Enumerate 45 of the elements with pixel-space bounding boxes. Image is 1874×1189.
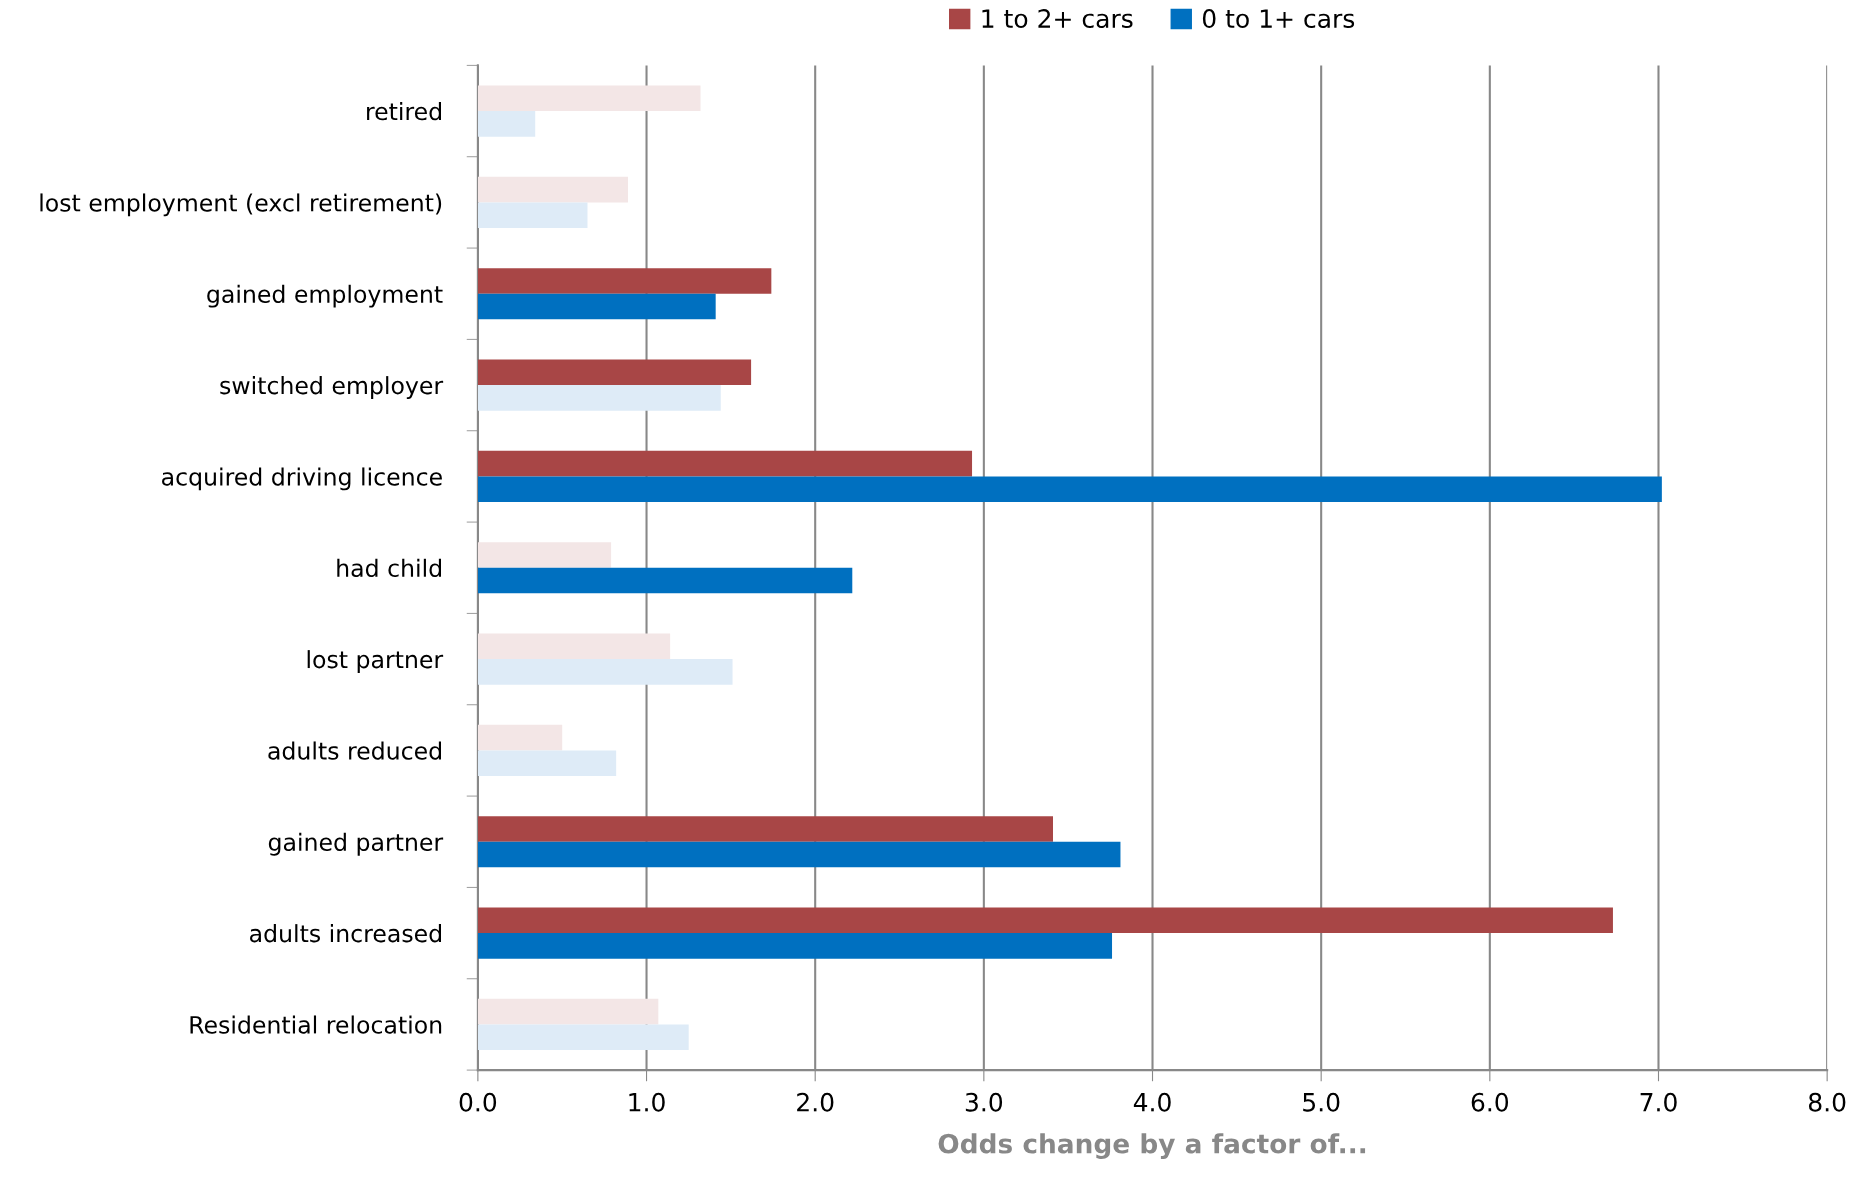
x-tick-label: 8.0 (1808, 1092, 1846, 1112)
bar (477, 176, 628, 203)
y-tick-label: acquired driving licence (162, 467, 442, 491)
x-tick-label: 5.0 (1303, 1092, 1340, 1112)
bar (477, 907, 1613, 934)
bar (477, 841, 1121, 868)
bar (477, 359, 752, 386)
bar (477, 85, 701, 112)
x-tick-label: 6.0 (1471, 1092, 1509, 1112)
x-tick-label: 2.0 (797, 1092, 834, 1112)
legend-label: 0 to 1+ cars (1202, 9, 1355, 28)
bar (477, 659, 733, 685)
x-tick-label: 4.0 (1133, 1092, 1171, 1112)
y-tick-label: lost partner (307, 650, 444, 673)
y-tick-label: adults reduced (268, 741, 441, 760)
y-tick-label: Residential relocation (190, 1015, 442, 1034)
bar (477, 633, 671, 660)
x-tick-label: 7.0 (1640, 1092, 1677, 1112)
bar (477, 567, 853, 594)
bar (477, 542, 612, 568)
x-tick-label: 3.0 (965, 1092, 1003, 1112)
bar (477, 450, 973, 477)
y-tick-label: gained employment (207, 284, 443, 308)
bar (477, 111, 536, 137)
y-tick-label: switched employer (220, 376, 444, 399)
bar (477, 724, 563, 751)
bar (477, 1024, 689, 1051)
bar (477, 998, 659, 1025)
x-axis-title: Odds change by a factor of... (938, 1133, 1366, 1159)
bar (477, 268, 772, 294)
x-tick-label: 0.0 (459, 1092, 497, 1112)
bar (477, 385, 721, 411)
y-tick-label: had child (337, 558, 441, 578)
bar (477, 750, 617, 776)
bar (477, 816, 1053, 842)
legend-label: 1 to 2+ cars (982, 9, 1133, 28)
y-tick-label: gained partner (268, 832, 444, 856)
x-tick-label: 1.0 (629, 1092, 665, 1112)
bar (477, 476, 1662, 502)
bar (477, 202, 588, 228)
bar (477, 933, 1113, 959)
y-tick-label: retired (367, 102, 441, 121)
y-tick-label: lost employment (excl retirement) (40, 193, 442, 217)
y-tick-label: adults increased (250, 924, 441, 943)
bar (477, 293, 716, 320)
